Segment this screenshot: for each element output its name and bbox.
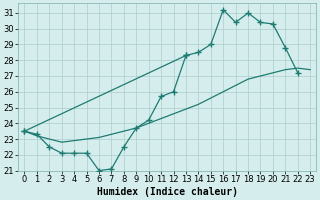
X-axis label: Humidex (Indice chaleur): Humidex (Indice chaleur) bbox=[97, 186, 238, 197]
